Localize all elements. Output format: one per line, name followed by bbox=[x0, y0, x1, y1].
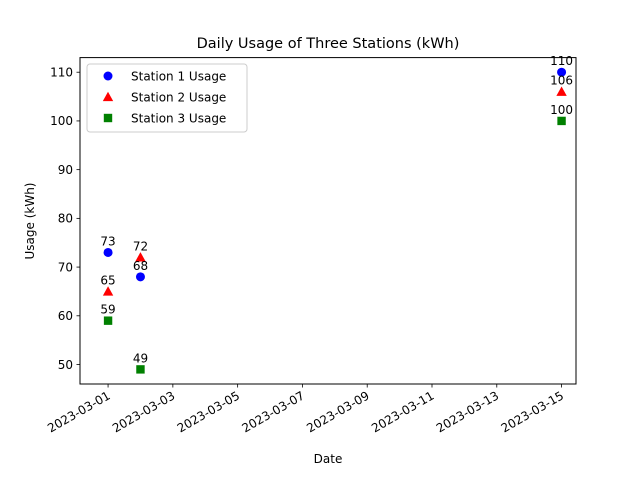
y-tick-label: 80 bbox=[58, 212, 73, 226]
y-tick-label: 60 bbox=[58, 309, 73, 323]
x-tick-label: 2023-03-05 bbox=[175, 388, 242, 435]
plot-area-frame bbox=[79, 57, 577, 385]
data-label: 59 bbox=[100, 303, 115, 317]
x-axis-label: Date bbox=[314, 452, 343, 466]
data-label: 49 bbox=[133, 351, 148, 365]
x-tick-label: 2023-03-13 bbox=[434, 388, 501, 435]
data-labels: 73 68 110 65 72 106 59 49 100 bbox=[100, 54, 573, 365]
x-tick-label: 2023-03-07 bbox=[240, 388, 307, 435]
data-label: 106 bbox=[550, 74, 573, 88]
data-point bbox=[135, 252, 146, 262]
legend-frame bbox=[86, 63, 248, 133]
x-tick-label: 2023-03-03 bbox=[110, 388, 177, 435]
data-points bbox=[102, 67, 567, 374]
x-tick-label: 2023-03-11 bbox=[369, 388, 436, 435]
y-tick-label: 90 bbox=[58, 163, 73, 177]
legend-entry: Station 2 Usage bbox=[131, 91, 226, 105]
data-label: 110 bbox=[550, 54, 573, 68]
chart-title: Daily Usage of Three Stations (kWh) bbox=[197, 36, 460, 52]
x-axis: 2023-03-012023-03-032023-03-052023-03-07… bbox=[45, 384, 566, 435]
y-axis-label: Usage (kWh) bbox=[23, 183, 37, 260]
legend-marker bbox=[103, 113, 113, 123]
y-axis: 50 60 70 80 90 100 110 bbox=[50, 66, 80, 372]
data-point bbox=[103, 247, 113, 257]
data-label: 65 bbox=[100, 273, 115, 287]
data-label: 72 bbox=[133, 239, 148, 253]
data-point bbox=[135, 272, 145, 282]
data-label: 73 bbox=[100, 234, 115, 248]
data-label: 100 bbox=[550, 103, 573, 117]
data-label: 68 bbox=[133, 259, 148, 273]
data-point bbox=[556, 86, 567, 96]
data-point bbox=[102, 286, 114, 296]
data-point bbox=[557, 116, 566, 126]
legend-entry: Station 1 Usage bbox=[131, 70, 226, 84]
y-tick-label: 70 bbox=[58, 260, 73, 274]
data-point bbox=[136, 365, 145, 374]
y-tick-label: 100 bbox=[50, 114, 73, 128]
x-tick-label: 2023-03-09 bbox=[304, 388, 371, 435]
legend: Station 1 Usage Station 2 Usage Station 3 … bbox=[86, 63, 248, 133]
x-tick-label: 2023-03-01 bbox=[45, 388, 112, 435]
data-point bbox=[103, 316, 113, 325]
y-tick-label: 50 bbox=[58, 358, 73, 372]
legend-entry: Station 3 Usage bbox=[131, 112, 226, 126]
legend-marker bbox=[102, 91, 114, 102]
x-tick-label: 2023-03-15 bbox=[499, 388, 566, 435]
y-tick-label: 110 bbox=[50, 66, 73, 80]
legend-marker bbox=[103, 71, 113, 81]
data-point bbox=[557, 67, 567, 77]
